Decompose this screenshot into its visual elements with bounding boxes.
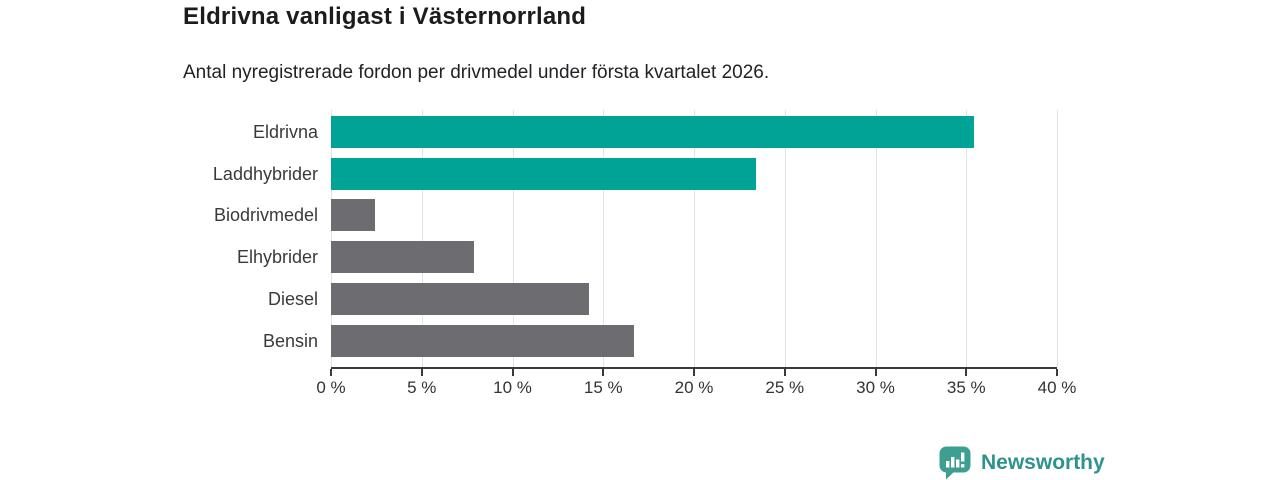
gridline	[784, 110, 786, 367]
category-label: Diesel	[267, 288, 318, 309]
axis-tick	[783, 369, 786, 376]
gridline	[875, 110, 877, 367]
gridline	[603, 110, 605, 367]
axis-tick-label: 30 %	[856, 378, 895, 397]
axis-tick-label: 25 %	[765, 378, 805, 397]
axis-tick-label: 40 %	[1037, 378, 1077, 397]
x-axis: 0 % 5 % 10 % 15 % 20 % 25 % 30 % 35 % 40 %	[316, 369, 1076, 401]
axis-tick	[965, 369, 968, 376]
axis-tick-label: 35 %	[946, 378, 986, 397]
bar-laddhybrider	[331, 157, 756, 190]
bar-biodrivmedel	[331, 199, 375, 232]
brand-name: Newsworthy	[981, 450, 1105, 474]
gridline	[421, 110, 423, 367]
category-label: Bensin	[262, 330, 318, 351]
category-label: Elhybrider	[236, 247, 318, 268]
axis-tick-label: 15 %	[583, 378, 623, 397]
chart-subtitle: Antal nyregistrerade fordon per drivmede…	[183, 62, 770, 83]
brand-footer: Newsworthy	[938, 445, 1105, 480]
gridline	[966, 110, 968, 367]
chart-title: Eldrivna vanligast i Västernorrland	[183, 3, 587, 30]
gridline	[1057, 110, 1058, 367]
axis-tick	[420, 369, 423, 376]
bar-chart-plot-area	[331, 110, 1058, 369]
axis-tick-label: 20 %	[674, 378, 714, 397]
gridline	[512, 110, 514, 367]
gridline	[694, 110, 695, 367]
axis-tick	[693, 369, 695, 376]
newsworthy-logo-icon	[939, 446, 971, 480]
category-label: Biodrivmedel	[213, 205, 318, 226]
axis-tick-label: 0 %	[316, 378, 346, 397]
axis-tick-label: 5 %	[407, 378, 437, 397]
category-label-column: Eldrivna Laddhybrider Biodrivmedel Elhybrid…	[0, 110, 318, 367]
axis-tick	[602, 369, 605, 376]
bar-diesel	[331, 282, 589, 315]
bar-elhybrider	[331, 241, 475, 274]
axis-tick	[330, 369, 332, 376]
bar-bensin	[331, 324, 635, 357]
gridline	[331, 110, 332, 367]
axis-tick	[874, 369, 877, 376]
axis-tick-label: 10 %	[493, 378, 532, 397]
axis-tick	[511, 369, 514, 376]
bar-eldrivna	[331, 116, 974, 148]
category-label: Laddhybrider	[212, 163, 318, 184]
axis-tick	[1056, 369, 1058, 376]
category-label: Eldrivna	[252, 122, 318, 142]
